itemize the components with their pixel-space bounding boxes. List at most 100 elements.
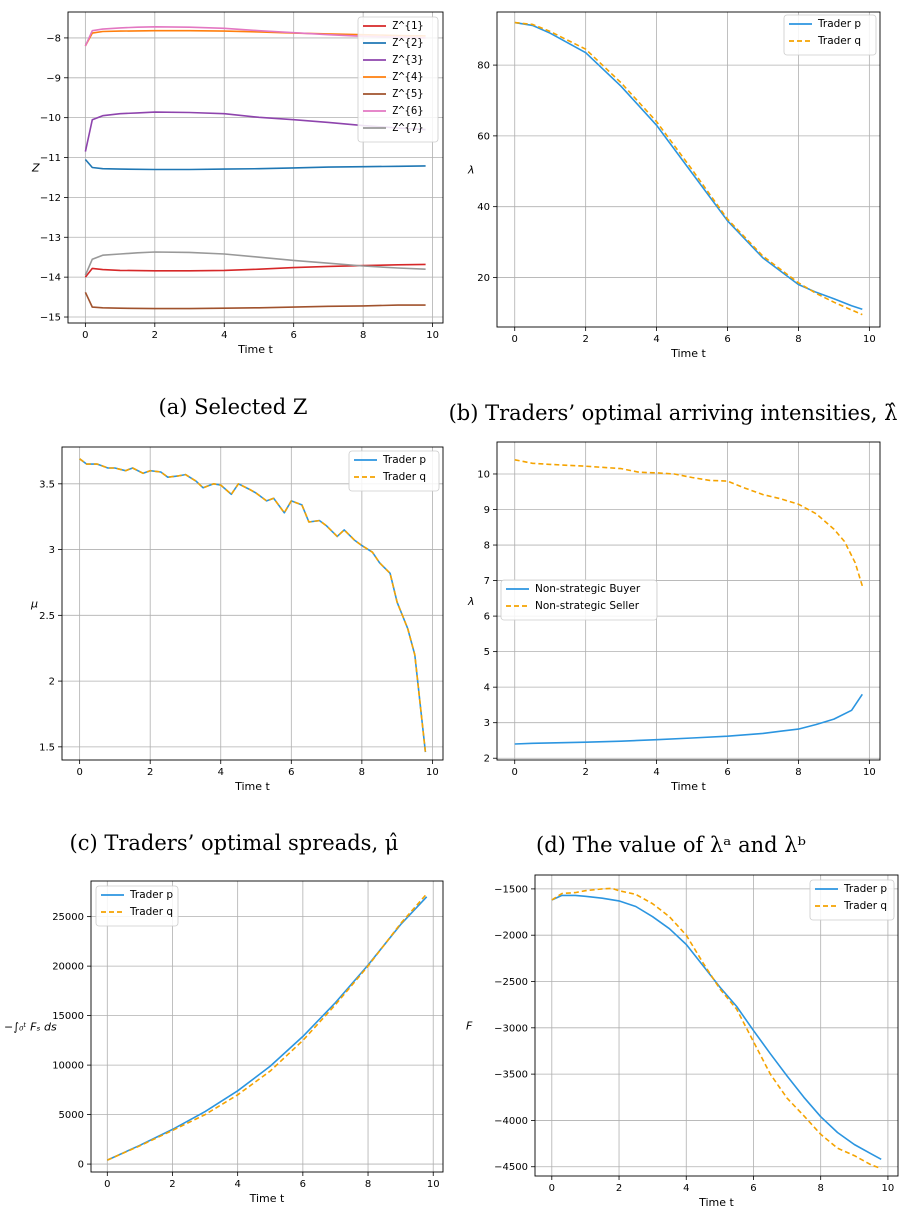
- caption-d: (d) The value of λᵃ and λᵇ: [536, 833, 806, 857]
- x-axis-label: Time t: [698, 1196, 734, 1208]
- y-tick-label: −3000: [494, 1023, 528, 1034]
- y-tick-label: 20000: [52, 962, 84, 973]
- y-axis-label: λ: [467, 164, 475, 177]
- series-line: [514, 21, 863, 311]
- x-tick-label: 6: [288, 767, 294, 778]
- y-tick-label: 3: [484, 718, 490, 729]
- y-axis-label: F: [466, 1020, 473, 1033]
- x-tick-label: 6: [291, 330, 297, 341]
- legend-label: Trader q: [843, 900, 887, 912]
- legend-label: Trader p: [817, 18, 861, 30]
- x-tick-label: 10: [427, 1179, 440, 1190]
- x-axis-label: Time t: [237, 343, 273, 356]
- y-tick-label: 2: [49, 677, 55, 688]
- series-line: [106, 896, 428, 1161]
- x-tick-label: 4: [653, 334, 659, 345]
- chart-1: 0 2 4 6 8 10 −15 −14 −13 −12 −11 −10 −9 −8 Time t Z Z^{1…: [31, 11, 444, 356]
- y-tick-label: 9: [484, 505, 490, 516]
- y-tick-label: 3.5: [39, 479, 55, 490]
- legend-box: [95, 885, 179, 927]
- y-tick-label: −2000: [494, 931, 528, 942]
- legend-label: Trader q: [817, 35, 861, 47]
- y-tick-label: 10000: [52, 1061, 84, 1072]
- x-tick-label: 10: [426, 330, 439, 341]
- y-tick-label: −1500: [494, 884, 528, 895]
- x-tick-label: 4: [653, 767, 659, 778]
- x-tick-label: 0: [512, 767, 518, 778]
- series-line: [514, 459, 864, 587]
- chart-2: 0 2 4 6 8 10 20 40 60 80 Time t λ Trader p Trader q: [467, 11, 881, 360]
- legend-label: Z^{5}: [392, 88, 424, 100]
- axes-frame: [90, 880, 444, 1173]
- series-line: [84, 251, 426, 276]
- caption-b: (b) Traders’ optimal arriving intensitie…: [449, 401, 898, 425]
- y-tick-label: −12: [40, 193, 61, 204]
- x-tick-label: 10: [863, 334, 876, 345]
- y-tick-label: 6: [484, 612, 490, 623]
- x-axis-label: Time t: [670, 780, 706, 793]
- x-tick-label: 10: [882, 1183, 895, 1194]
- caption-c: (c) Traders’ optimal spreads, μ̂: [70, 831, 399, 855]
- y-tick-label: 10: [477, 469, 490, 480]
- series-line: [514, 693, 863, 745]
- x-tick-label: 6: [750, 1183, 756, 1194]
- legend-label: Z^{2}: [392, 37, 424, 49]
- y-tick-label: 8: [484, 541, 490, 552]
- legend-label: Trader q: [129, 906, 173, 918]
- legend: Trader p Trader q: [348, 450, 440, 492]
- y-axis-label: −∫₀ᵗ Fₛ ds: [4, 1021, 57, 1034]
- y-tick-label: −15: [40, 313, 61, 324]
- chart-6: 0 2 4 6 8 10 −4500 −4000 −3500 −3000 −2500 −2000 −15…: [466, 874, 899, 1208]
- x-tick-label: 6: [724, 334, 730, 345]
- y-tick-label: −10: [40, 113, 61, 124]
- y-tick-label: 4: [484, 683, 490, 694]
- plots-layer: 0 2 4 6 8 10 −15 −14 −13 −12 −11 −10 −9 −8 Time t Z Z^{1…: [4, 11, 899, 1208]
- legend-label: Z^{1}: [392, 20, 424, 32]
- legend-label: Non-strategic Seller: [535, 600, 640, 612]
- axes-frame: [67, 11, 444, 324]
- legend-label: Z^{7}: [392, 122, 424, 134]
- y-tick-label: −4000: [494, 1116, 528, 1127]
- y-tick-label: 5: [484, 647, 490, 658]
- x-tick-label: 6: [300, 1179, 306, 1190]
- x-tick-label: 8: [795, 767, 801, 778]
- x-axis-label: Time t: [249, 1192, 285, 1205]
- x-tick-label: 2: [582, 334, 588, 345]
- x-tick-label: 4: [218, 767, 224, 778]
- legend-label: Z^{3}: [392, 54, 424, 66]
- x-axis-label: Time t: [234, 780, 270, 793]
- y-tick-label: −11: [40, 153, 61, 164]
- axes-frame: [61, 446, 444, 761]
- legend-label: Trader p: [129, 889, 173, 901]
- y-tick-label: 3: [49, 545, 55, 556]
- y-tick-label: 1.5: [39, 742, 55, 753]
- x-tick-label: 0: [549, 1183, 555, 1194]
- axes-frame: [496, 11, 881, 328]
- x-tick-label: 0: [76, 767, 82, 778]
- y-tick-label: −4500: [494, 1162, 528, 1173]
- x-axis-label: Time t: [670, 347, 706, 360]
- x-tick-label: 4: [221, 330, 227, 341]
- y-tick-label: −9: [46, 73, 61, 84]
- series-line: [84, 158, 426, 171]
- y-tick-label: 60: [477, 131, 490, 142]
- x-tick-label: 4: [683, 1183, 689, 1194]
- x-tick-label: 0: [104, 1179, 110, 1190]
- legend-label: Non-strategic Buyer: [535, 583, 641, 595]
- y-tick-label: −8: [46, 33, 61, 44]
- y-tick-label: 20: [477, 273, 490, 284]
- y-tick-label: −13: [40, 233, 61, 244]
- legend-box: [783, 14, 877, 56]
- x-tick-label: 8: [818, 1183, 824, 1194]
- y-tick-label: 2: [484, 754, 490, 765]
- legend: Trader p Trader q: [809, 879, 895, 921]
- x-tick-label: 8: [360, 330, 366, 341]
- legend: Trader p Trader q: [783, 14, 877, 56]
- x-tick-label: 2: [147, 767, 153, 778]
- legend-box: [809, 879, 895, 921]
- legend-label: Trader q: [382, 471, 426, 483]
- y-tick-label: 2.5: [39, 611, 55, 622]
- y-axis-label: Z: [31, 162, 40, 175]
